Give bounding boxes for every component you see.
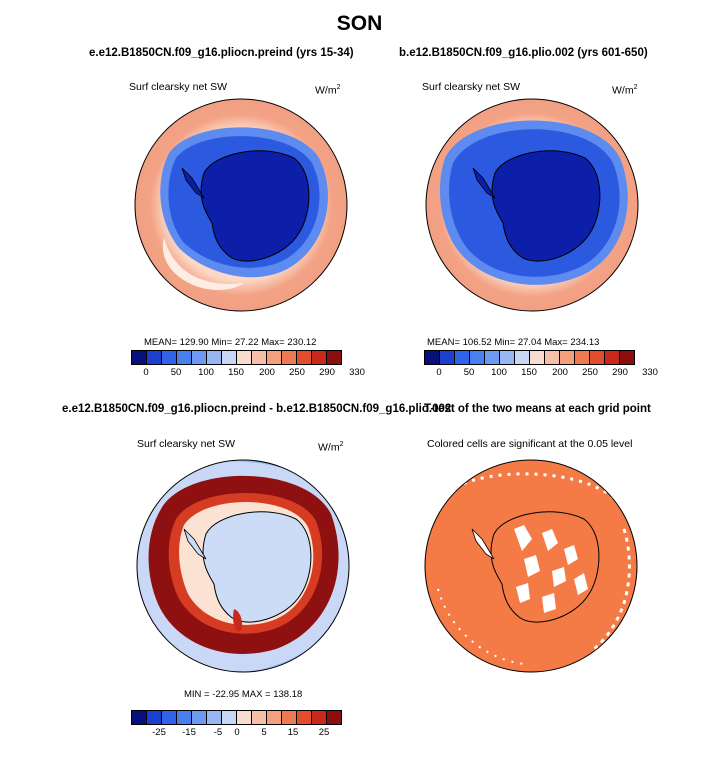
panel-2-colorbar-ticks: 0 50 100 150 200 250 290 330 [424,367,658,381]
panel-1-units: W/m2 [315,84,341,97]
panel-1-map [134,98,348,312]
panel-1-title: e.e12.B1850CN.f09_g16.pliocn.preind (yrs… [89,47,354,59]
panel-3-variable: Surf clearsky net SW [137,438,236,450]
tick: 25 [318,727,330,738]
panel-1-colorbar [131,350,342,365]
tick: 250 [582,367,598,378]
tick: 15 [287,727,299,738]
panel-2-units: W/m2 [612,84,638,97]
panel-3-map [136,459,350,673]
tick: 0 [143,367,149,378]
tick: 330 [349,367,365,378]
tick: 50 [463,367,475,378]
panel-3-stats: MIN = -22.95 MAX = 138.18 [184,689,303,700]
tick: 0 [234,727,240,738]
panel-3-title: e.e12.B1850CN.f09_g16.pliocn.preind - b.… [62,403,452,415]
main-title: SON [336,12,383,35]
panel-4-title: T-test of the two means at each grid poi… [424,403,651,415]
panel-3-colorbar-ticks: -25 -15 -5 0 5 15 25 [131,727,342,741]
panel-1-colorbar-ticks: 0 50 100 150 200 250 290 330 [131,367,365,381]
panel-4-note: Colored cells are significant at the 0.0… [427,438,633,450]
tick: 290 [319,367,335,378]
panel-4-map [424,459,638,673]
tick: 100 [491,367,507,378]
tick: 50 [170,367,182,378]
tick: 150 [228,367,244,378]
panel-2-stats: MEAN= 106.52 Min= 27.04 Max= 234.13 [427,337,600,348]
panel-1-stats: MEAN= 129.90 Min= 27.22 Max= 230.12 [144,337,317,348]
tick: 150 [521,367,537,378]
panel-3-units: W/m2 [318,441,344,454]
tick: 200 [552,367,568,378]
panel-2-title: b.e12.B1850CN.f09_g16.plio.002 (yrs 601-… [399,47,648,59]
panel-1-variable: Surf clearsky net SW [129,81,228,93]
panel-2-map [425,98,639,312]
panel-2-colorbar [424,350,635,365]
tick: 100 [198,367,214,378]
tick: 200 [259,367,275,378]
tick: 250 [289,367,305,378]
panel-2-variable: Surf clearsky net SW [422,81,521,93]
tick: -25 [152,727,166,738]
tick: 5 [261,727,267,738]
tick: 290 [612,367,628,378]
tick: 330 [642,367,658,378]
tick: 0 [436,367,442,378]
tick: -15 [182,727,196,738]
tick: -5 [213,727,223,738]
panel-3-colorbar [131,710,342,725]
